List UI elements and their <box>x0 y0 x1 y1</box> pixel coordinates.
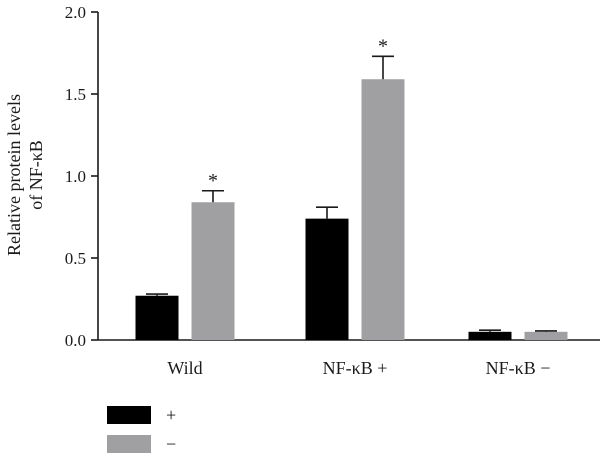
y-tick-label: 2.0 <box>65 3 86 22</box>
legend-label: − <box>166 434 176 454</box>
significance-marker: * <box>208 170 218 192</box>
y-axis-label-line: Relative protein levels <box>4 94 24 256</box>
y-tick-label: 0.0 <box>65 331 86 350</box>
bar <box>135 295 179 340</box>
bar <box>524 331 568 340</box>
x-category-label: Wild <box>167 358 202 378</box>
y-axis-label-line: of NF-κB <box>26 140 46 210</box>
y-tick-label: 0.5 <box>65 249 86 268</box>
y-axis-ticks: 0.0 0.5 1.0 1.5 2.0 <box>65 3 98 350</box>
x-axis-categories: Wild NF-κB + NF-κB − <box>167 358 550 378</box>
bar <box>468 331 512 340</box>
bar <box>191 202 235 340</box>
legend-swatch <box>107 435 151 453</box>
x-category-label: NF-κB + <box>323 358 388 378</box>
bar <box>361 79 405 341</box>
x-category-label: NF-κB − <box>486 358 551 378</box>
legend-swatch <box>107 406 151 424</box>
axes <box>97 12 600 341</box>
legend: +− <box>107 405 176 454</box>
y-axis-label: Relative protein levels of NF-κB <box>4 94 46 256</box>
y-tick-label: 1.0 <box>65 167 86 186</box>
significance-marker: * <box>378 35 388 57</box>
bars: ** <box>135 35 568 341</box>
legend-label: + <box>166 405 176 425</box>
y-tick-label: 1.5 <box>65 85 86 104</box>
bar <box>305 218 349 340</box>
